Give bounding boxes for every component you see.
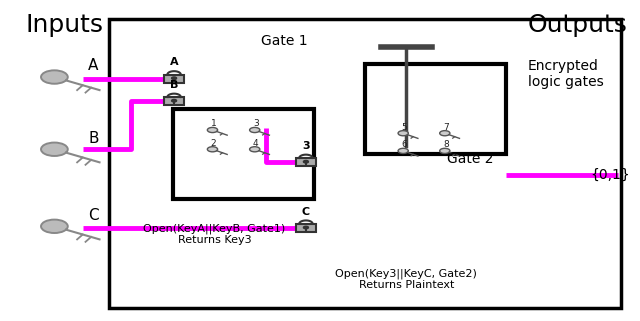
Text: C: C: [88, 208, 99, 222]
Text: Gate 2: Gate 2: [447, 152, 493, 167]
Text: Inputs: Inputs: [26, 13, 104, 37]
Text: A: A: [88, 58, 99, 73]
Circle shape: [172, 100, 177, 102]
Text: C: C: [302, 207, 310, 217]
Bar: [173, 109, 314, 199]
Circle shape: [440, 131, 450, 136]
Text: Open(KeyA||KeyB, Gate1)
Returns Key3: Open(KeyA||KeyB, Gate1) Returns Key3: [143, 223, 285, 245]
Text: Outputs: Outputs: [527, 13, 627, 37]
Circle shape: [250, 127, 260, 133]
Circle shape: [303, 226, 308, 229]
Text: B: B: [170, 80, 179, 90]
Text: 4: 4: [253, 139, 259, 148]
Bar: [365, 64, 506, 154]
Bar: [164, 74, 184, 83]
Bar: [296, 224, 316, 232]
Text: 1: 1: [211, 119, 216, 128]
Circle shape: [41, 70, 68, 84]
Text: {0,1}: {0,1}: [591, 168, 630, 182]
Text: 8: 8: [443, 140, 449, 149]
Text: 7: 7: [443, 123, 449, 132]
Text: 3: 3: [302, 141, 310, 151]
Text: B: B: [88, 131, 99, 145]
Bar: [296, 158, 316, 166]
Circle shape: [41, 143, 68, 156]
Circle shape: [250, 147, 260, 152]
Text: A: A: [170, 57, 179, 67]
Circle shape: [207, 127, 218, 133]
Bar: [109, 19, 621, 308]
Text: 6: 6: [401, 140, 407, 149]
Circle shape: [398, 148, 408, 153]
Text: Gate 1: Gate 1: [262, 34, 308, 48]
Circle shape: [41, 220, 68, 233]
Text: Encrypted
logic gates: Encrypted logic gates: [528, 59, 604, 89]
Circle shape: [303, 160, 308, 163]
Circle shape: [398, 131, 408, 136]
Circle shape: [207, 147, 218, 152]
Circle shape: [172, 77, 177, 80]
Text: Open(Key3||KeyC, Gate2)
Returns Plaintext: Open(Key3||KeyC, Gate2) Returns Plaintex…: [335, 268, 477, 290]
Circle shape: [440, 148, 450, 153]
Text: 5: 5: [401, 123, 407, 132]
Text: 3: 3: [253, 119, 259, 128]
Text: 2: 2: [211, 139, 216, 148]
Bar: [164, 97, 184, 105]
